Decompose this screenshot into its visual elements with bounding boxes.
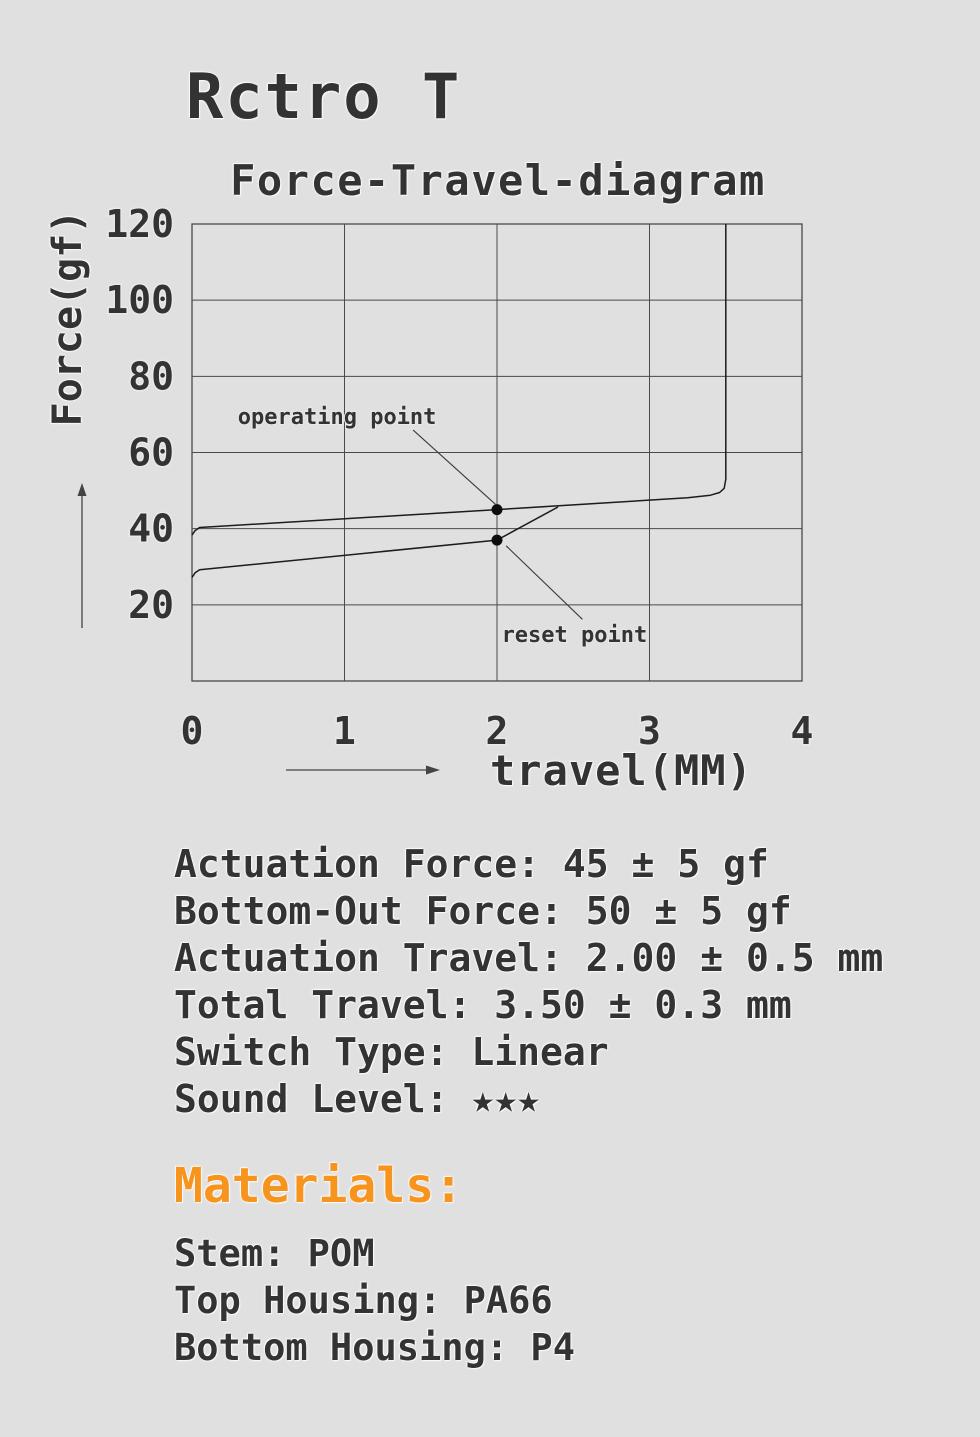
spec-line: Stem: POM — [174, 1232, 375, 1275]
page-title: Rctro T — [186, 60, 462, 133]
spec-line: Total Travel: 3.50 ± 0.3 mm — [174, 983, 792, 1027]
x-tick-label: 3 — [638, 709, 661, 753]
operating-point-dot — [491, 504, 503, 516]
spec-line: Switch Type: Linear — [174, 1030, 609, 1074]
x-axis-arrow — [286, 765, 440, 775]
spec-line: Sound Level: ★★★ — [174, 1077, 541, 1121]
y-tick-label: 120 — [105, 202, 174, 246]
y-tick-label: 40 — [128, 507, 174, 551]
release-stroke-curve — [191, 506, 559, 578]
spec-line: Bottom Housing: P4 — [174, 1326, 575, 1369]
y-tick-label: 60 — [128, 431, 174, 475]
x-tick-label: 1 — [333, 709, 356, 753]
x-tick-label: 2 — [486, 709, 509, 753]
y-tick-label: 100 — [105, 278, 174, 322]
x-tick-label: 4 — [791, 709, 814, 753]
y-axis-arrow — [77, 483, 87, 628]
reset-point-dot — [491, 534, 503, 546]
plot-border — [191, 223, 803, 682]
chart-title: Force-Travel-diagram — [230, 156, 766, 205]
annotation-label: reset point — [502, 623, 648, 648]
spec-line: Actuation Force: 45 ± 5 gf — [174, 842, 769, 886]
spec-line: Bottom-Out Force: 50 ± 5 gf — [174, 889, 792, 933]
press-stroke-curve — [191, 224, 727, 536]
y-tick-label: 80 — [128, 354, 174, 398]
y-tick-label: 20 — [128, 583, 174, 627]
x-axis-label: travel(MM) — [490, 746, 753, 795]
materials-heading: Materials: — [174, 1158, 463, 1214]
spec-list: Actuation Force: 45 ± 5 gf Bottom-Out For… — [174, 841, 883, 1123]
spec-line: Top Housing: PA66 — [174, 1279, 553, 1322]
x-tick-label: 0 — [181, 709, 204, 753]
annotation-leader — [505, 545, 583, 620]
spec-line: Actuation Travel: 2.00 ± 0.5 mm — [174, 936, 884, 980]
annotation-label: operating point — [238, 405, 437, 430]
annotation-leader — [412, 429, 496, 505]
materials-list: Stem: POM Top Housing: PA66 Bottom Housing… — [174, 1230, 575, 1371]
